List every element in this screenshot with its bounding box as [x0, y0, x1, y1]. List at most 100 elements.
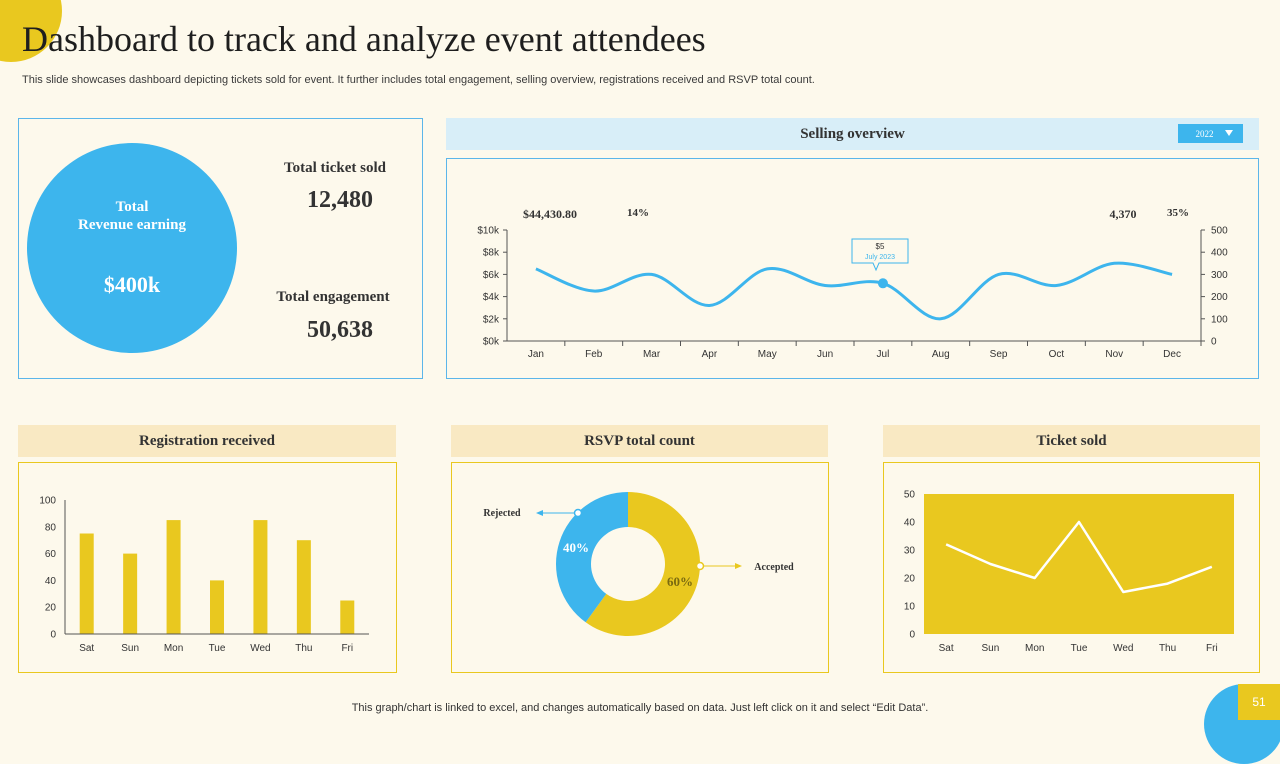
tickets-y-tick-label: 20	[904, 574, 916, 585]
selling-x-tick-label: Jul	[877, 349, 890, 360]
selling-y-left-tick-label: $6k	[483, 270, 500, 281]
reg-bar[interactable]	[79, 533, 94, 635]
reg-y-tick-label: 100	[39, 496, 56, 507]
accepted-marker	[695, 561, 705, 571]
reg-y-tick-label: 60	[45, 549, 57, 560]
page-subtitle: This slide showcases dashboard depicting…	[22, 74, 815, 86]
rsvp-slice-rejected[interactable]	[556, 492, 628, 623]
footer-note: This graph/chart is linked to excel, and…	[351, 702, 929, 714]
reg-bar[interactable]	[166, 520, 181, 634]
dropdown-arrow-icon	[1225, 130, 1233, 136]
rsvp-panel	[451, 462, 829, 673]
tickets-y-tick-label: 0	[909, 630, 915, 641]
engagement-value: 50,638	[307, 317, 373, 343]
tickets-x-tick-label: Mon	[1025, 643, 1044, 654]
tickets-y-tick-label: 10	[904, 602, 916, 613]
tickets-x-tick-label: Sun	[982, 643, 1000, 654]
rsvp-slice-accepted[interactable]	[585, 492, 700, 636]
selling-x-tick-label: Aug	[932, 349, 950, 360]
annotation-left-value: $44,430.80	[523, 207, 577, 221]
reg-x-tick-label: Tue	[209, 643, 226, 654]
revenue-label-line1: Total	[115, 199, 149, 215]
selling-x-tick-label: Sep	[990, 349, 1008, 360]
tickets-plot-area	[924, 494, 1234, 634]
selling-y-right-tick-label: 0	[1211, 337, 1217, 348]
reg-bar[interactable]	[210, 580, 224, 634]
rejected-marker	[573, 508, 583, 518]
selling-x-tick-label: May	[758, 349, 777, 360]
rejected-arrow-icon	[536, 510, 543, 516]
reg-bar[interactable]	[340, 600, 355, 635]
selling-x-tick-label: Mar	[643, 349, 661, 360]
reg-x-tick-label: Sun	[121, 643, 139, 654]
reg-bar[interactable]	[253, 520, 268, 634]
tickets-series-line[interactable]	[945, 520, 1213, 594]
reg-y-tick-label: 20	[45, 603, 57, 614]
rsvp-chart[interactable]: 40% 60% Rejected Accepted	[0, 0, 1280, 720]
selling-x-tick-label: Jun	[817, 349, 833, 360]
selling-y-left-tick-label: $10k	[477, 226, 500, 237]
registration-panel	[18, 462, 397, 673]
selling-series-line[interactable]	[535, 261, 1173, 321]
selling-x-tick-label: Jan	[528, 349, 544, 360]
selling-y-right-tick-label: 200	[1211, 292, 1228, 303]
revenue-circle: Total Revenue earning $400k	[27, 143, 237, 353]
reg-x-tick-label: Thu	[295, 643, 312, 654]
reg-y-tick-label: 40	[45, 576, 57, 587]
kpi-panel	[18, 118, 423, 379]
reg-bar[interactable]	[123, 553, 138, 634]
year-dropdown-value: 2022	[1195, 128, 1214, 139]
rsvp-accepted-pct: 60%	[667, 574, 693, 589]
selling-y-left-tick-label: $0k	[483, 337, 500, 348]
selling-x-tick-label: Oct	[1049, 349, 1065, 360]
selling-x-tick-label: Nov	[1105, 349, 1123, 360]
selling-highlight-point[interactable]	[877, 278, 888, 289]
annotation-right-pct: 35%	[1167, 207, 1189, 219]
selling-header-title: Selling overview	[800, 125, 905, 142]
selling-y-left-tick-label: $2k	[483, 314, 500, 325]
tickets-y-tick-label: 40	[904, 518, 916, 529]
tickets-header: Ticket sold	[883, 425, 1260, 457]
tooltip-value: $5	[876, 242, 885, 251]
selling-tooltip: $5 July 2023	[851, 238, 909, 272]
year-dropdown[interactable]: 2022	[1178, 124, 1243, 143]
selling-y-left-tick-label: $4k	[483, 292, 500, 303]
selling-x-tick-label: Apr	[702, 349, 718, 360]
annotation-left-pct: 14%	[627, 207, 649, 219]
tooltip-box	[851, 238, 909, 272]
registration-header-title: Registration received	[139, 432, 275, 449]
tickets-header-title: Ticket sold	[1036, 432, 1107, 449]
selling-header: Selling overview	[446, 118, 1259, 150]
selling-y-right-tick-label: 300	[1211, 270, 1228, 281]
selling-y-left-tick-label: $8k	[483, 248, 500, 259]
revenue-label-line2: Revenue earning	[78, 217, 186, 233]
tickets-x-tick-label: Sat	[939, 643, 954, 654]
tickets-y-tick-label: 50	[904, 490, 916, 501]
registration-header: Registration received	[18, 425, 396, 457]
tooltip-label: July 2023	[865, 254, 895, 261]
tickets-x-tick-label: Wed	[1113, 643, 1133, 654]
rsvp-accepted-label: Accepted	[754, 562, 794, 573]
tickets-chart[interactable]: 0 10 20 30 40 50 Sat Sun Mon Tue Wed Thu Fri	[0, 0, 1280, 720]
rsvp-rejected-pct: 40%	[563, 540, 589, 555]
reg-bar[interactable]	[296, 540, 311, 634]
selling-x-tick-label: Feb	[585, 349, 603, 360]
tickets-x-tick-label: Thu	[1159, 643, 1176, 654]
selling-panel	[446, 158, 1259, 379]
tickets-y-tick-label: 30	[904, 546, 916, 557]
reg-y-tick-label: 0	[50, 630, 56, 641]
selling-y-right-tick-label: 400	[1211, 248, 1228, 259]
accepted-arrow-icon	[735, 563, 742, 569]
ticket-value: 12,480	[307, 187, 373, 213]
reg-x-tick-label: Fri	[341, 643, 353, 654]
selling-y-right-tick-label: 100	[1211, 314, 1228, 325]
tickets-x-tick-label: Fri	[1206, 643, 1218, 654]
rsvp-header-title: RSVP total count	[584, 432, 695, 449]
reg-x-tick-label: Sat	[79, 643, 94, 654]
selling-x-tick-label: Dec	[1163, 349, 1181, 360]
page-title: Dashboard to track and analyze event att…	[22, 19, 706, 59]
annotation-right-value: 4,370	[1110, 207, 1137, 221]
reg-x-tick-label: Mon	[164, 643, 183, 654]
